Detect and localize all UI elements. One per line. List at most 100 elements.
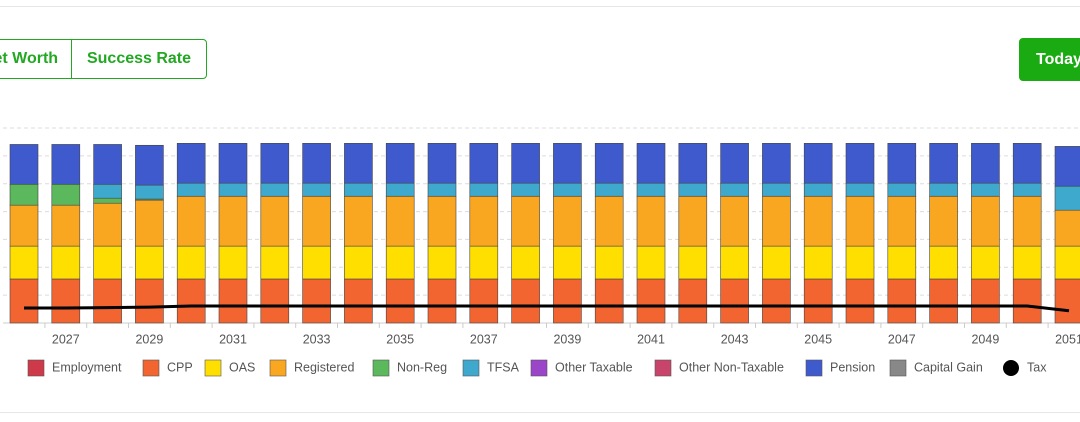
today-button[interactable]: Today <box>1019 38 1080 81</box>
bar-segment <box>218 182 248 197</box>
line-series <box>24 304 1070 313</box>
x-tick-label: 2031 <box>219 332 247 346</box>
bar-segment <box>1012 245 1042 280</box>
legend-label: CPP <box>167 360 193 374</box>
bar-segment <box>260 182 290 197</box>
legend-label: OAS <box>229 360 255 374</box>
bar-segment <box>176 195 206 247</box>
bar-segment <box>803 143 833 184</box>
x-tick-label: 2039 <box>553 332 581 346</box>
x-tick-label: 2051 <box>1055 332 1080 346</box>
bar-segment <box>469 182 499 197</box>
bar-segment <box>9 144 39 185</box>
bar-segment <box>260 278 290 324</box>
bar-segment <box>887 143 917 184</box>
bar-segment <box>51 204 81 247</box>
x-tick-label: 2035 <box>386 332 414 346</box>
bar-segment <box>260 245 290 280</box>
bar-segment <box>929 182 958 197</box>
bar-segment <box>469 278 499 324</box>
bar-segment <box>135 184 164 200</box>
bar-segment <box>803 195 833 247</box>
bar-segment <box>594 182 624 197</box>
bar-segment <box>553 143 582 184</box>
bar-segment <box>553 245 582 280</box>
bar-segment <box>1012 195 1042 247</box>
x-tick-label: 2027 <box>52 332 80 346</box>
bar-segment <box>971 182 1000 197</box>
bar-segment <box>636 278 666 324</box>
bar-segment <box>427 143 457 184</box>
bar-segment <box>385 278 415 324</box>
legend-marker <box>204 359 222 377</box>
success-rate-button[interactable]: Success Rate <box>71 39 207 79</box>
bar-segment <box>887 278 917 324</box>
legend-label: Employment <box>52 360 122 374</box>
bar-segment <box>971 143 1000 184</box>
bar-segment <box>260 195 290 247</box>
legend-marker <box>462 359 480 377</box>
bar-segment <box>720 278 749 324</box>
bar-segment <box>385 143 415 184</box>
bar-segment <box>887 195 917 247</box>
bar-segment <box>344 182 373 197</box>
bar-segment <box>469 143 499 184</box>
bar-segment <box>636 182 666 197</box>
bar-segment <box>1012 182 1042 197</box>
legend-label: Non-Reg <box>397 360 447 374</box>
legend-marker <box>1003 360 1019 376</box>
bar-segment <box>971 245 1000 280</box>
bar-segment <box>1054 146 1080 187</box>
bar-segment <box>1054 245 1080 280</box>
bar-segment <box>218 278 248 324</box>
bar-segment <box>93 245 122 280</box>
bar-segment <box>762 143 791 184</box>
bar-segment <box>218 195 248 247</box>
legend-label: Other Non-Taxable <box>679 360 784 374</box>
bar-segment <box>845 143 875 184</box>
bar-segment <box>762 195 791 247</box>
bar-segment <box>845 195 875 247</box>
bar-segment <box>762 245 791 280</box>
bar-segment <box>678 143 708 184</box>
legend-marker <box>142 359 160 377</box>
bar-segment <box>720 195 749 247</box>
bar-segment <box>135 144 164 186</box>
bar-segment <box>929 278 958 324</box>
bar-segment <box>594 195 624 247</box>
bar-segment <box>678 245 708 280</box>
x-tick-label: 2041 <box>637 332 665 346</box>
bar-segment <box>302 182 331 197</box>
bar-segment <box>260 143 290 184</box>
bar-segment <box>218 245 248 280</box>
bar-segment <box>720 245 749 280</box>
bar-segment <box>1012 143 1042 184</box>
x-tick-label: 2043 <box>721 332 749 346</box>
bar-segment <box>135 199 164 247</box>
bar-segment <box>720 182 749 197</box>
bar-segment <box>553 195 582 247</box>
bar-segment <box>9 245 39 280</box>
net-worth-button[interactable]: Net Worth <box>0 39 72 79</box>
x-tick-label: 2037 <box>470 332 498 346</box>
bar-segment <box>344 278 373 324</box>
bar-segment <box>9 204 39 247</box>
bar-segment <box>302 143 331 184</box>
bar-segment <box>1054 185 1080 211</box>
bar-segment <box>511 278 540 324</box>
bar-segment <box>887 245 917 280</box>
bar-segment <box>971 278 1000 324</box>
bar-segment <box>302 195 331 247</box>
bar-segment <box>887 182 917 197</box>
bar-segment <box>93 183 122 199</box>
bar-segment <box>176 245 206 280</box>
legend-marker <box>805 359 823 377</box>
bar-segment <box>176 182 206 197</box>
bar-segment <box>93 197 122 204</box>
bar-segment <box>344 245 373 280</box>
bar-segment <box>385 195 415 247</box>
bar-segment <box>385 182 415 197</box>
bar-segment <box>929 245 958 280</box>
legend-marker <box>372 359 390 377</box>
